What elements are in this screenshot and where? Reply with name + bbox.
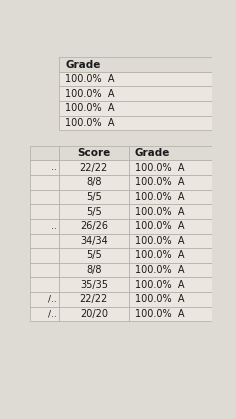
Bar bbox=[30, 175, 59, 190]
Bar bbox=[30, 160, 59, 175]
Text: 26/26: 26/26 bbox=[80, 221, 108, 231]
Bar bbox=[129, 248, 212, 263]
Bar bbox=[30, 307, 59, 321]
Bar bbox=[59, 116, 212, 130]
Bar bbox=[129, 204, 212, 219]
Text: ..: .. bbox=[51, 222, 57, 231]
Bar bbox=[59, 146, 129, 160]
Text: 100.0%  A: 100.0% A bbox=[135, 177, 184, 187]
Bar bbox=[30, 233, 59, 248]
Text: 100.0%  A: 100.0% A bbox=[135, 251, 184, 261]
Bar bbox=[129, 233, 212, 248]
Bar bbox=[129, 175, 212, 190]
Text: 100.0%  A: 100.0% A bbox=[135, 280, 184, 290]
Text: /..: /.. bbox=[48, 310, 57, 318]
Text: 100.0%  A: 100.0% A bbox=[135, 295, 184, 304]
Bar bbox=[59, 190, 129, 204]
Bar bbox=[59, 160, 129, 175]
Text: Grade: Grade bbox=[135, 148, 170, 158]
Bar bbox=[59, 248, 129, 263]
Bar bbox=[30, 204, 59, 219]
Text: 100.0%  A: 100.0% A bbox=[135, 163, 184, 173]
Text: 5/5: 5/5 bbox=[86, 192, 102, 202]
Bar bbox=[129, 292, 212, 307]
Text: 34/34: 34/34 bbox=[80, 236, 108, 246]
Text: 100.0%  A: 100.0% A bbox=[65, 74, 115, 84]
Bar bbox=[59, 219, 129, 233]
Bar bbox=[59, 57, 212, 72]
Text: 100.0%  A: 100.0% A bbox=[135, 236, 184, 246]
Bar bbox=[30, 248, 59, 263]
Text: 35/35: 35/35 bbox=[80, 280, 108, 290]
Bar bbox=[30, 219, 59, 233]
Bar bbox=[59, 307, 129, 321]
Text: 5/5: 5/5 bbox=[86, 251, 102, 261]
Text: 5/5: 5/5 bbox=[86, 207, 102, 217]
Text: 22/22: 22/22 bbox=[80, 163, 108, 173]
Text: 22/22: 22/22 bbox=[80, 295, 108, 304]
Text: 100.0%  A: 100.0% A bbox=[65, 89, 115, 99]
Text: 100.0%  A: 100.0% A bbox=[65, 103, 115, 114]
Bar bbox=[59, 263, 129, 277]
Text: Grade: Grade bbox=[65, 59, 101, 70]
Text: 100.0%  A: 100.0% A bbox=[65, 118, 115, 128]
Bar bbox=[129, 219, 212, 233]
Bar bbox=[59, 72, 212, 86]
Text: 100.0%  A: 100.0% A bbox=[135, 207, 184, 217]
Bar bbox=[129, 263, 212, 277]
Text: ..: .. bbox=[51, 163, 57, 172]
Bar bbox=[59, 233, 129, 248]
Text: Score: Score bbox=[77, 148, 110, 158]
Bar bbox=[59, 292, 129, 307]
Bar bbox=[30, 190, 59, 204]
Bar bbox=[129, 277, 212, 292]
Bar bbox=[30, 146, 59, 160]
Text: 100.0%  A: 100.0% A bbox=[135, 309, 184, 319]
Bar bbox=[30, 277, 59, 292]
Text: 100.0%  A: 100.0% A bbox=[135, 221, 184, 231]
Text: 100.0%  A: 100.0% A bbox=[135, 192, 184, 202]
Bar bbox=[30, 292, 59, 307]
Bar bbox=[59, 204, 129, 219]
Text: /..: /.. bbox=[48, 295, 57, 304]
Bar bbox=[59, 175, 129, 190]
Bar bbox=[129, 190, 212, 204]
Bar bbox=[129, 307, 212, 321]
Bar bbox=[59, 277, 129, 292]
Bar bbox=[129, 160, 212, 175]
Bar bbox=[59, 86, 212, 101]
Text: 8/8: 8/8 bbox=[86, 177, 101, 187]
Bar bbox=[30, 263, 59, 277]
Text: 8/8: 8/8 bbox=[86, 265, 101, 275]
Text: 100.0%  A: 100.0% A bbox=[135, 265, 184, 275]
Text: 20/20: 20/20 bbox=[80, 309, 108, 319]
Bar bbox=[59, 101, 212, 116]
Bar bbox=[129, 146, 212, 160]
